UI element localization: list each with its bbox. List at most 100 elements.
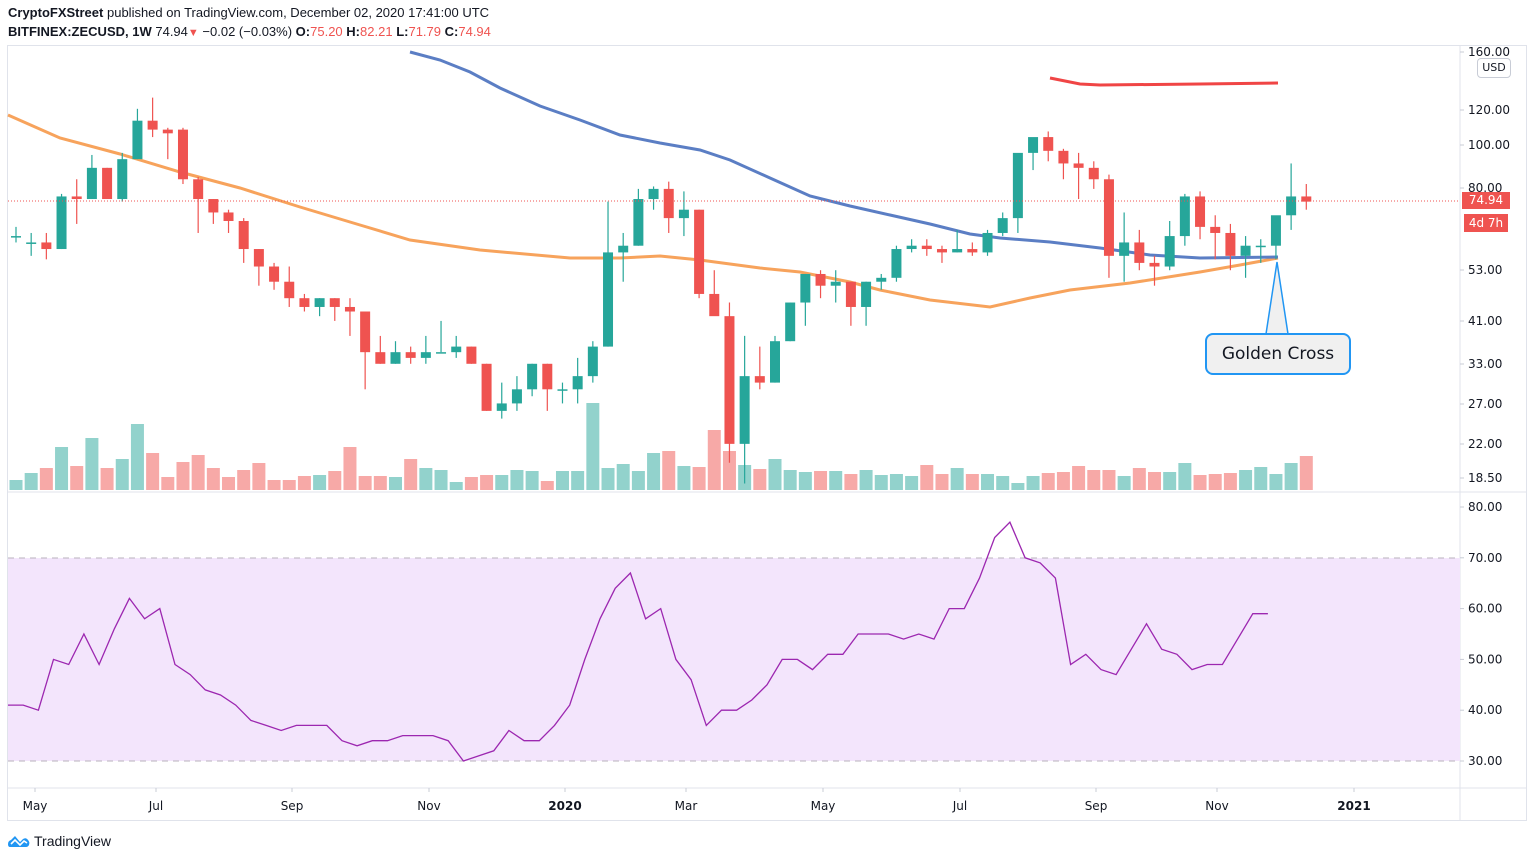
price-tick-label: 41.00: [1468, 314, 1502, 328]
candle: [663, 181, 674, 233]
candle-body: [1195, 196, 1206, 227]
volume-bar: [206, 468, 220, 490]
candle-body: [830, 281, 841, 286]
candle: [603, 201, 614, 347]
candle-body: [56, 196, 67, 250]
volume-bar: [1208, 474, 1222, 490]
candle: [1134, 229, 1145, 271]
candle: [1195, 191, 1206, 240]
candle-body: [360, 311, 371, 353]
candle-body: [147, 120, 158, 130]
candle: [1179, 193, 1190, 246]
rsi-tick-label: 70.00: [1468, 551, 1502, 565]
candle: [1210, 215, 1221, 260]
candle-body: [329, 298, 340, 307]
volume-bar: [373, 476, 387, 490]
candle: [420, 335, 431, 364]
candle-body: [785, 302, 796, 342]
last-price-tag: 74.94: [1462, 192, 1510, 209]
candle: [800, 273, 811, 326]
price-axis[interactable]: 160.00 120.00 100.00 80.00 53.00 41.00 33.00 27…: [1460, 45, 1510, 485]
volume-bar: [1087, 470, 1101, 490]
ma-long-line: [1049, 76, 1279, 87]
volume-bar: [844, 474, 858, 490]
candle: [162, 127, 173, 160]
golden-cross-annotation[interactable]: Golden Cross: [1205, 333, 1351, 375]
candle-body: [436, 352, 447, 354]
candle-body: [451, 346, 462, 353]
volume-bar: [677, 466, 691, 490]
candle-body: [1119, 242, 1130, 256]
candle-body: [117, 159, 128, 200]
candle-body: [511, 389, 522, 404]
candle: [299, 293, 310, 312]
candle-body: [1134, 242, 1145, 263]
candle: [496, 382, 507, 419]
close-label: C:: [444, 24, 459, 39]
candle: [785, 302, 796, 342]
candle-body: [41, 242, 52, 250]
candle-body: [86, 167, 97, 200]
volume-bar: [1026, 476, 1040, 490]
candle-body: [299, 298, 310, 307]
candle: [71, 179, 82, 224]
candle: [1103, 174, 1114, 278]
candle: [1043, 131, 1054, 162]
volume-bar: [449, 482, 463, 490]
rsi-tick-label: 60.00: [1468, 602, 1502, 616]
candle-body: [481, 363, 492, 411]
candle: [329, 298, 340, 321]
candle: [572, 357, 583, 404]
rsi-axis[interactable]: 80.00 70.00 60.00 50.00 40.00 30.00: [1460, 500, 1502, 768]
candle: [1012, 152, 1023, 233]
volume-bar: [722, 451, 736, 490]
candle: [11, 226, 21, 243]
volume-bar: [282, 480, 296, 490]
low-label: L:: [396, 24, 409, 39]
candle: [1088, 161, 1099, 189]
volume-bar: [555, 471, 569, 490]
volume-bar: [1117, 476, 1131, 490]
volume-bar: [419, 468, 433, 490]
candle-body: [102, 167, 113, 200]
publisher-name: CryptoFXStreet: [8, 5, 104, 20]
low-value: 71.79: [408, 24, 442, 39]
volume-bar: [753, 469, 767, 490]
candle-body: [982, 232, 993, 253]
candle-body: [648, 188, 659, 200]
candle: [982, 229, 993, 256]
volume-bar: [1102, 470, 1116, 490]
candle-body: [344, 306, 355, 312]
volume-bar: [267, 480, 281, 490]
volume-bar: [571, 471, 585, 490]
candle-body: [238, 220, 249, 250]
symbol-label: BITFINEX:ZECUSD, 1W: [8, 24, 152, 39]
volume-bar: [1193, 475, 1207, 490]
candle-body: [71, 196, 82, 200]
price-change: −0.02 (−0.03%): [202, 24, 293, 39]
volume-bar: [1254, 467, 1268, 490]
volume-bar: [662, 451, 676, 490]
volume-bar: [889, 474, 903, 490]
tradingview-branding[interactable]: TradingView: [8, 833, 111, 849]
volume-bar: [161, 477, 175, 490]
volume-bar: [343, 447, 357, 490]
volume-bar: [464, 477, 478, 490]
candle-body: [466, 346, 477, 364]
candle-body: [223, 212, 234, 221]
price-tick-label: 100.00: [1468, 138, 1510, 152]
time-axis[interactable]: May Jul Sep Nov 2020 Mar May Jul Sep Nov 2021: [23, 788, 1371, 813]
volume-bar: [798, 472, 812, 490]
candle: [1270, 215, 1281, 260]
volume-bar: [1041, 473, 1055, 490]
rsi-tick-label: 40.00: [1468, 703, 1502, 717]
volume-bar: [176, 462, 190, 490]
candle-body: [876, 277, 887, 282]
candle-body: [208, 199, 219, 213]
currency-badge[interactable]: USD: [1477, 58, 1511, 78]
candle-body: [952, 249, 963, 253]
volume-bar: [404, 459, 418, 490]
candle-body: [1240, 245, 1251, 256]
volume-bar: [525, 471, 539, 490]
